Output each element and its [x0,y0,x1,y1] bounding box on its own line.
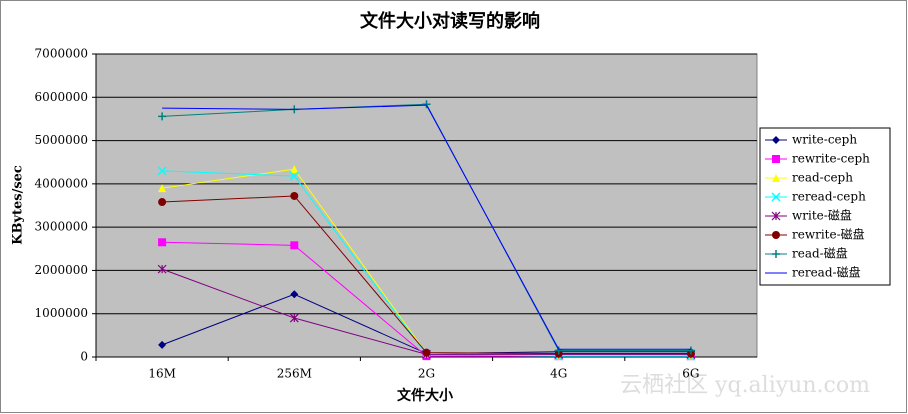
x-tick-label: 4G [550,367,567,381]
legend-marker [771,192,781,202]
x-axis-label: 文件大小 [397,387,453,404]
point-marker [686,346,695,355]
point-marker [422,348,431,357]
y-tick-label: 0 [80,350,88,364]
y-tick-label: 7000000 [35,47,88,61]
legend-label: rewrite-磁盘 [792,227,865,242]
legend-marker [772,136,780,144]
point-marker [157,166,167,176]
legend-label: write-ceph [792,133,857,147]
point-marker [158,238,167,247]
y-tick-label: 6000000 [35,90,88,104]
legend-marker [772,174,780,182]
point-marker [158,340,167,349]
point-marker [290,191,299,200]
legend-label: write-磁盘 [792,208,852,223]
legend-label: reread-ceph [792,190,866,204]
legend-marker [772,155,780,163]
point-marker [289,171,299,181]
point-marker [158,198,167,207]
legend-label: reread-磁盘 [792,265,861,280]
legend-box [759,127,891,286]
point-marker [289,313,299,323]
legend-marker [772,250,780,258]
y-tick-label: 4000000 [35,176,88,190]
point-marker [422,100,431,109]
legend-label: read-ceph [792,171,853,185]
point-marker [554,346,563,355]
x-tick-label: 16M [148,367,176,381]
y-tick-label: 5000000 [35,133,88,147]
point-marker [290,165,299,174]
y-tick-label: 2000000 [35,263,88,277]
point-marker [158,112,167,121]
x-tick-label: 2G [418,367,435,381]
x-tick-label: 256M [277,367,312,381]
series-line [162,104,691,350]
legend-marker [772,231,780,239]
watermark: 云栖社区 yq.aliyun.com [620,373,870,398]
chart-title: 文件大小对读写的影响 [360,10,540,32]
y-axis-label: KBytes/sec [11,165,26,245]
plot-area [95,53,758,358]
y-tick-label: 1000000 [35,306,88,320]
point-marker [290,290,299,299]
legend-label: read-磁盘 [792,246,848,261]
point-marker [158,184,167,193]
point-marker [290,241,299,250]
legend-label: rewrite-ceph [792,152,870,166]
x-tick-label: 6G [682,367,699,381]
point-marker [157,264,167,274]
legend-marker [771,211,781,221]
y-tick-label: 3000000 [35,220,88,234]
